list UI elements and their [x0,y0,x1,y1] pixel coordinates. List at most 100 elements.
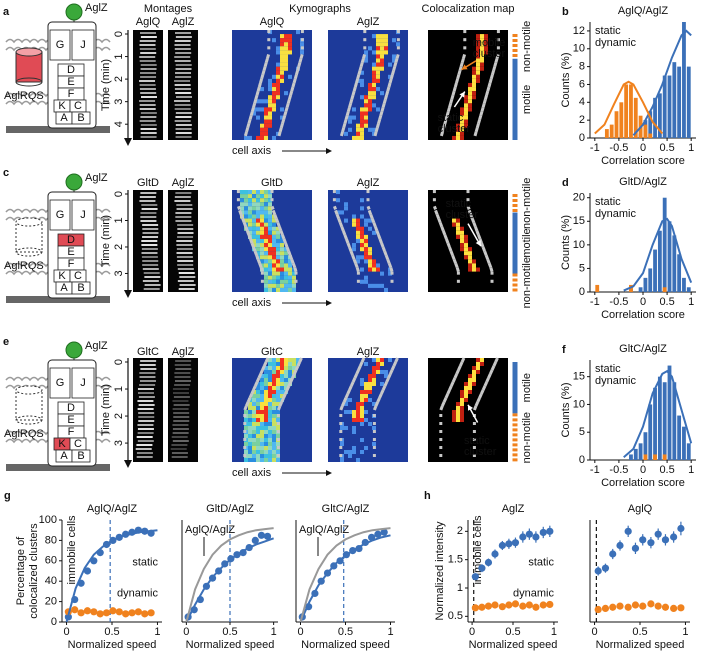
time-tick-label: 2 [113,244,125,250]
pixel [252,214,256,219]
subunit [49,199,71,231]
pixel [288,74,292,79]
pixel [280,259,284,264]
cell-boundary [383,94,389,100]
montage-frame [177,224,194,226]
pixel [256,402,260,406]
cell-boundary [494,357,499,363]
cluster-label: cluster [473,48,506,60]
pixel [264,374,268,378]
montage-frame [172,432,189,434]
pixel [368,283,372,288]
pixel [380,370,384,374]
histogram-bar [657,230,662,292]
cell-boundary [261,365,266,371]
x-axis-label: Normalized speed [68,639,157,651]
cell-boundary [288,254,294,260]
pixel [452,135,456,140]
fit-curve [632,29,692,136]
histogram-bar [662,382,667,460]
pixel [268,198,272,203]
montage-frame [139,32,156,34]
y-tick-label: 0 [51,616,57,628]
pixel [268,87,272,92]
pixel [260,234,264,239]
data-point [519,602,527,610]
cell-boundary [339,131,344,137]
x-tick-label: 1 [688,296,694,308]
pixel [368,263,372,268]
x-axis-label: Normalized speed [469,639,558,651]
pixel [268,226,272,231]
pixel [272,255,276,260]
fit-curve [65,529,158,623]
pixel [368,382,372,386]
pixel [372,402,376,406]
pixel [256,450,260,454]
cell-boundary [460,357,466,363]
pixel [252,426,256,430]
pixel [256,410,260,414]
pixel [260,442,264,446]
legend-entry: dynamic [117,587,158,599]
cell-boundary [249,111,254,116]
pixel [280,287,284,292]
pixel [248,210,252,215]
pixel [272,263,276,268]
pixel [284,259,288,264]
panel-letter: c [3,167,9,179]
pixel [280,238,284,244]
cell-boundary [260,74,265,80]
montage-frame [139,384,156,386]
montage-frame [137,400,154,402]
pixel [360,111,364,116]
cell-boundary [245,230,251,236]
cell-boundary [274,218,280,224]
pixel [248,418,252,422]
cell-boundary [476,397,481,403]
subunit [71,29,95,61]
pixel [376,66,380,71]
pixel [284,386,288,390]
pixel [284,366,288,370]
pixel [276,410,280,414]
cell-boundary [458,361,464,367]
montage-frame [179,284,196,286]
montage-frame [140,64,157,66]
pixel [240,202,244,207]
montage-frame [139,104,156,106]
cell-boundary [479,389,485,395]
pixel [396,42,400,47]
pixel [280,50,284,55]
pixel [348,450,352,454]
pixel [372,87,376,92]
montage-frame [176,208,193,210]
pixel [272,259,276,264]
cell-boundary [439,405,444,411]
cell-boundary [469,213,474,220]
pixel [248,406,252,410]
pixel [280,42,284,47]
pixel [272,418,276,422]
cell-axis-label: cell axis [232,467,272,479]
cell-boundary [455,78,460,84]
cell-boundary [388,78,393,84]
pixel [252,434,256,438]
state-label: motile [521,373,533,402]
pixel [364,54,368,59]
pixel [476,54,480,59]
cell-axis-label: cell axis [232,297,272,309]
pixel [480,358,484,362]
pixel [368,374,372,378]
pixel [272,87,276,92]
pixel [468,87,472,92]
pixel [276,238,280,244]
pixel [248,450,252,454]
pixel [460,390,464,394]
cell-boundary [277,226,283,232]
montage-frame [176,252,193,254]
pixel [284,287,288,292]
cell-boundary [253,381,259,387]
cell-boundary [443,119,448,125]
cell-boundary [456,74,461,80]
